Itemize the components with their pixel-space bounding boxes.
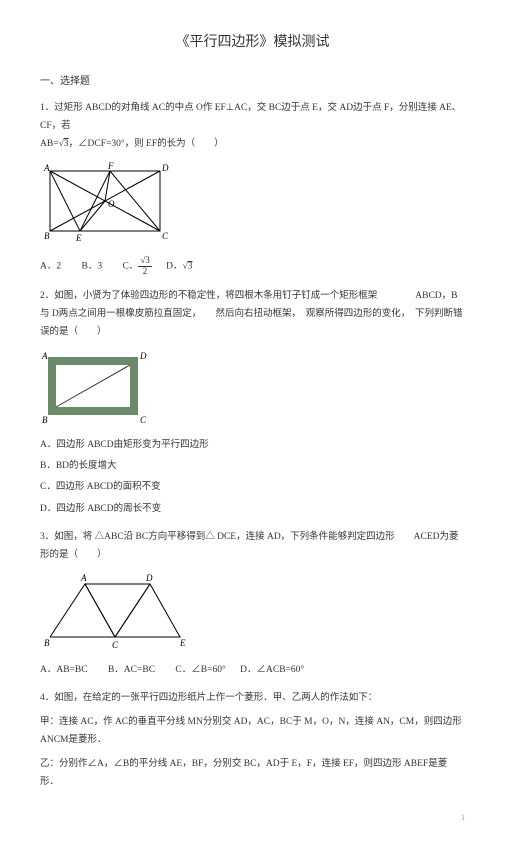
q4-text: 4．如图，在给定的一张平行四边形纸片上作一个菱形．甲、乙两人的作法如下： (40, 689, 465, 707)
q1-optD-pre: D． (166, 262, 182, 272)
fig3-label-B: B (44, 638, 50, 648)
q3-options: A．AB=BC B．AC=BC C．∠B=60° D．∠ACB=60° (40, 662, 465, 679)
figure-1: A F D O B E C (40, 161, 465, 246)
q1-optB: B．3 (82, 262, 103, 272)
page-number: 1 (40, 811, 465, 825)
q2-options: A．四边形 ABCD由矩形变为平行四边形 B．BD的长度增大 C．四边形 ABC… (40, 437, 465, 517)
q1-options: A．2 B．3 C．√32 D．√3 (40, 256, 465, 277)
q4-jia: 甲：连接 AC，作 AC的垂直平分线 MN分别交 AD，AC，BC于 M，O，N… (40, 713, 465, 749)
question-2: 2．如图，小贤为了体验四边形的不稳定性，将四根木条用钉子钉成一个矩形框架 ABC… (40, 287, 465, 341)
fig3-label-D: D (145, 573, 153, 583)
q3-optD: D．∠ACB=60° (240, 665, 304, 675)
fig3-label-C: C (112, 640, 119, 650)
page-title: 《平行四边形》模拟测试 (40, 30, 465, 55)
fig1-label-B: B (44, 231, 50, 241)
fig2-label-D: D (139, 351, 147, 361)
section-heading: 一、选择题 (40, 73, 465, 91)
fig2-label-B: B (42, 415, 48, 425)
q1-optC-pre: C． (122, 262, 138, 272)
fig1-label-A: A (43, 163, 50, 173)
frac-den: 2 (138, 267, 151, 277)
fig1-label-C: C (162, 231, 169, 241)
q4-yi: 乙：分别作∠A，∠B的平分线 AE，BF，分别交 BC，AD于 E，F，连接 E… (40, 755, 465, 791)
sqrt-val-d: 3 (188, 262, 193, 272)
fig1-label-F: F (107, 161, 114, 171)
q3-optC: C．∠B=60° (175, 665, 225, 675)
question-4: 4．如图，在给定的一张平行四边形纸片上作一个菱形．甲、乙两人的作法如下： 甲：连… (40, 689, 465, 791)
q2-optD: D．四边形 ABCD的周长不变 (40, 501, 465, 518)
q1-text2b: ，∠DCF=30°，则 EF的长为（ ） (69, 139, 224, 149)
question-3: 3．如图，将 △ABC沿 BC方向平移得到△ DCE，连接 AD，下列条件能够判… (40, 528, 465, 564)
q1-text1: 1．过矩形 ABCD的对角线 AC的中点 O作 EF⊥AC，交 BC边于点 E，… (40, 103, 461, 131)
q3-optB: B．AC=BC (108, 665, 155, 675)
fig3-label-E: E (179, 638, 186, 648)
q2-optB: B．BD的长度增大 (40, 458, 465, 475)
fig1-label-O: O (108, 199, 115, 209)
fig1-label-E: E (75, 233, 82, 243)
q1-optD-val: √3 (183, 262, 193, 272)
question-1: 1．过矩形 ABCD的对角线 AC的中点 O作 EF⊥AC，交 BC边于点 E，… (40, 99, 465, 153)
fig2-label-C: C (140, 415, 147, 425)
q2-optC: C．四边形 ABCD的面积不变 (40, 479, 465, 496)
q1-optC-frac: √32 (138, 256, 151, 277)
q1-text2a: AB= (40, 139, 59, 149)
figure-3: A D B C E (40, 572, 465, 652)
fig3-label-A: A (80, 573, 87, 583)
q1-sqrt3: √3 (59, 139, 69, 149)
q3-optA: A．AB=BC (40, 665, 88, 675)
fig1-label-D: D (161, 163, 169, 173)
figure-2: A D B C (40, 349, 465, 427)
q1-optA: A．2 (40, 262, 61, 272)
fig2-label-A: A (41, 351, 48, 361)
q2-optA: A．四边形 ABCD由矩形变为平行四边形 (40, 437, 465, 454)
